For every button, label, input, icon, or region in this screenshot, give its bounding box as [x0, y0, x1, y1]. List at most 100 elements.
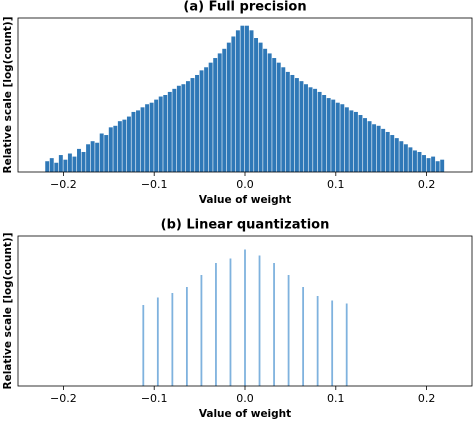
x-tick-label: 0.1	[327, 178, 345, 191]
x-tick-label: 0.1	[327, 392, 345, 405]
histogram-bar	[313, 88, 318, 172]
histogram-bar	[304, 84, 308, 172]
bar	[200, 275, 203, 386]
histogram-bar	[117, 121, 122, 172]
histogram-bar	[381, 128, 386, 172]
x-tick-label: −0.2	[50, 392, 77, 405]
histogram-bar	[185, 81, 190, 172]
histogram-bar	[208, 62, 213, 172]
histogram-bar	[158, 96, 163, 172]
histogram-bar	[435, 161, 440, 172]
histogram-bar	[285, 71, 290, 172]
histogram-bar	[249, 30, 254, 172]
bar	[229, 258, 232, 386]
histogram-bar	[113, 125, 118, 172]
histogram-bar	[294, 78, 299, 172]
histogram-bar	[340, 104, 345, 172]
histogram-bar	[199, 70, 204, 172]
histogram-bar	[335, 102, 340, 172]
histogram-bar	[376, 125, 381, 172]
histogram-bar	[108, 127, 113, 172]
histogram-bar	[440, 159, 445, 172]
histogram-bar	[367, 121, 372, 172]
histogram-bar	[45, 161, 50, 172]
x-tick-label: 0.2	[418, 178, 436, 191]
x-axis-label: Value of weight	[199, 408, 291, 420]
histogram-bar	[99, 133, 104, 172]
histogram-bar	[154, 99, 159, 172]
histogram-bar	[235, 30, 240, 172]
histogram-bar	[322, 95, 327, 172]
histogram-bar	[258, 42, 263, 172]
histogram-bar	[81, 151, 86, 172]
histogram-bar	[308, 87, 313, 172]
plot-frame	[17, 17, 473, 173]
histogram-bar	[385, 131, 390, 172]
histogram-bar	[140, 107, 145, 172]
histogram-bar	[331, 99, 336, 172]
histogram-bar	[72, 156, 77, 172]
histogram-bar	[54, 162, 59, 172]
histogram-bar	[353, 111, 358, 172]
histogram-bar	[104, 135, 109, 172]
histogram-bar	[145, 104, 150, 172]
chart-title: (a) Full precision	[183, 0, 306, 15]
histogram-bar	[317, 91, 322, 172]
x-tick-label: −0.1	[141, 392, 168, 405]
x-tick-label: 0.2	[418, 392, 436, 405]
histogram-bar	[204, 67, 209, 172]
histogram-bar	[254, 38, 259, 172]
y-axis-label: Relative scale [log(count)]	[2, 233, 14, 390]
histogram-bar	[136, 110, 140, 172]
bar	[331, 300, 334, 386]
histogram-bar	[290, 74, 295, 172]
histogram-bar	[167, 91, 172, 172]
bar	[316, 296, 319, 386]
histogram-bar	[245, 25, 249, 173]
histogram-bar	[149, 102, 154, 172]
histogram-bar	[408, 147, 413, 172]
chart-title: (b) Linear quantization	[161, 218, 330, 233]
histogram-bar	[231, 36, 236, 173]
histogram-bar	[77, 148, 81, 172]
plot-frame	[17, 235, 473, 387]
histogram-bar	[431, 156, 436, 172]
histogram-bar	[213, 58, 218, 172]
histogram-bar	[326, 98, 331, 172]
histogram-bar	[67, 153, 72, 172]
histogram-bar	[417, 151, 422, 172]
x-tick-label: 0.0	[236, 178, 254, 191]
x-tick-label: 0.0	[236, 392, 254, 405]
histogram-bar	[126, 116, 131, 172]
histogram-bar	[222, 48, 227, 172]
histogram-bar	[349, 110, 354, 172]
bar	[258, 255, 261, 386]
bar	[287, 275, 290, 386]
histogram-bar	[403, 144, 408, 172]
bar	[142, 305, 145, 386]
y-axis-label: Relative scale [log(count)]	[2, 17, 14, 174]
histogram-bar	[394, 138, 399, 172]
histogram-bar	[181, 84, 186, 172]
histogram-bar	[426, 158, 431, 172]
histogram-bar	[172, 88, 177, 172]
histogram-bar	[176, 85, 181, 172]
histogram-bar	[344, 107, 349, 172]
histogram-bar	[217, 53, 222, 172]
histogram-bar	[58, 155, 63, 172]
x-axis-label: Value of weight	[199, 194, 291, 206]
bar	[156, 297, 159, 386]
bar	[273, 263, 275, 386]
histogram-bar	[272, 58, 277, 172]
histogram-bar	[240, 25, 245, 173]
histogram-bar	[390, 135, 395, 172]
histogram-bar	[422, 155, 426, 172]
histogram-bar	[281, 67, 286, 172]
histogram-bar	[299, 81, 304, 172]
histogram-bar	[412, 150, 417, 172]
bar	[171, 293, 174, 386]
histogram-bar	[263, 48, 268, 172]
histogram-bar	[276, 62, 281, 172]
histogram-bar	[63, 159, 68, 172]
